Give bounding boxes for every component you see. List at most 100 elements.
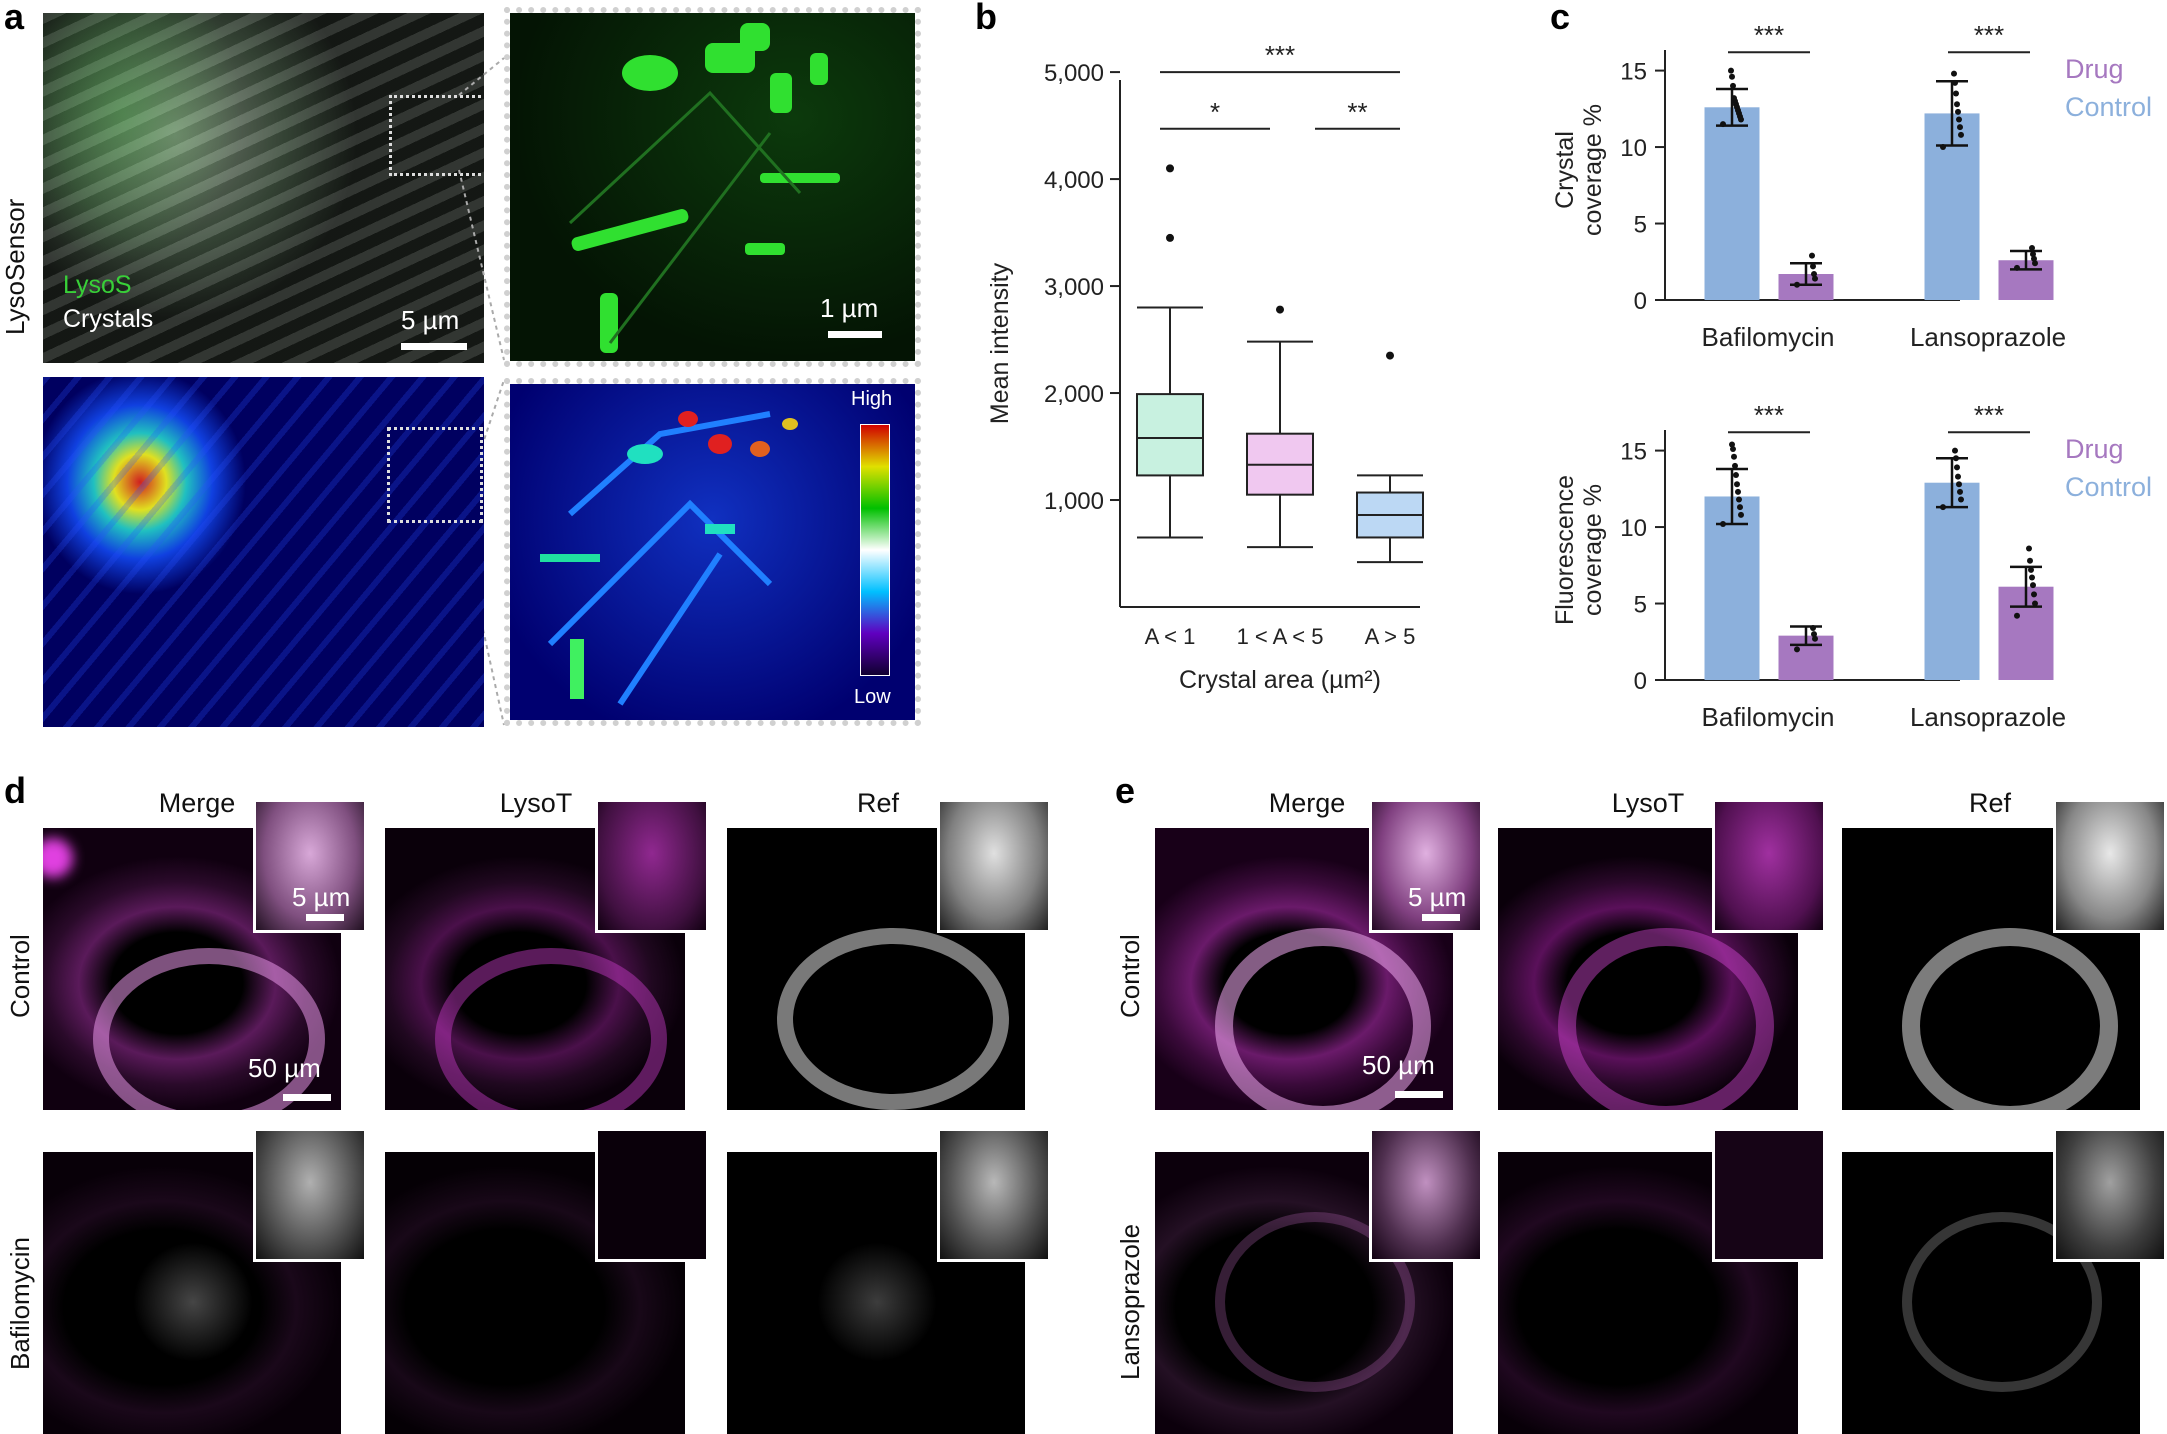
data-point xyxy=(1738,511,1744,518)
legend-control: Control xyxy=(2065,92,2152,122)
data-point xyxy=(2026,545,2032,552)
x-tick-label: A > 5 xyxy=(1365,624,1416,649)
zoom-frame xyxy=(504,7,921,367)
bar-chart-crystal-coverage: 0 5 10 15 Crystal coverage % *** *** Bafilomycin… xyxy=(1551,20,2152,352)
y-tick-label: 15 xyxy=(1620,439,1647,466)
data-point xyxy=(1730,446,1736,453)
legend-crystals: Crystals xyxy=(63,305,154,333)
col-title-merge: Merge xyxy=(158,788,236,818)
data-point xyxy=(1729,73,1735,80)
data-point xyxy=(1730,82,1736,89)
y-tick-label: 10 xyxy=(1620,135,1647,162)
heatmap-signal-shapes xyxy=(540,411,798,706)
bar-chart-fluorescence-coverage: 0 5 10 15 Fluorescence coverage % *** *** Bafilo… xyxy=(1551,400,2152,732)
bar-control xyxy=(1704,107,1760,300)
data-point xyxy=(1952,79,1958,86)
panel-letter-d: d xyxy=(4,770,26,811)
data-point xyxy=(1956,481,1962,488)
data-point xyxy=(1951,70,1957,77)
data-point xyxy=(1810,263,1816,270)
y-axis-label-line1: Fluorescence xyxy=(1551,475,1579,625)
panel-letter-b: b xyxy=(975,0,997,37)
colorbar xyxy=(860,424,890,676)
x-tick-label: 1 < A < 5 xyxy=(1237,624,1324,649)
y-tick-label: 4,000 xyxy=(1044,167,1104,194)
data-point xyxy=(1955,473,1961,480)
merge-control-inset: 5 µm xyxy=(253,799,367,933)
significance-label: *** xyxy=(1754,400,1784,430)
data-point xyxy=(2014,612,2020,619)
data-point xyxy=(1811,631,1817,638)
y-axis-label: Mean intensity xyxy=(986,262,1014,424)
y-tick-label: 1,000 xyxy=(1044,488,1104,515)
scale-label-5um: 5 µm xyxy=(1408,882,1467,912)
data-point xyxy=(2014,264,2020,271)
x-tick-label: A < 1 xyxy=(1145,624,1196,649)
data-point xyxy=(1940,504,1946,511)
scale-bar xyxy=(306,914,344,921)
lysot-lansoprazole-inset xyxy=(1712,1128,1826,1262)
ref-control-inset xyxy=(937,799,1051,933)
data-point xyxy=(1809,252,1815,259)
x-tick-label: Lansoprazole xyxy=(1910,702,2066,732)
data-point xyxy=(1735,488,1741,495)
x-tick-label: Lansoprazole xyxy=(1910,322,2066,352)
zoom-frame xyxy=(504,378,921,726)
row-label-control: Control xyxy=(5,934,35,1018)
y-tick-label: 2,000 xyxy=(1044,381,1104,408)
merge-bafilomycin-image xyxy=(43,1152,341,1434)
colorbar-low-label: Low xyxy=(854,686,891,708)
significance-label: *** xyxy=(1265,40,1295,70)
scale-label-50um: 50 µm xyxy=(1362,1050,1435,1080)
scale-bar xyxy=(1422,914,1460,921)
y-tick-label: 15 xyxy=(1620,59,1647,86)
row-label-bafilomycin: Bafilomycin xyxy=(5,1237,35,1370)
y-axis-label-line2: coverage % xyxy=(1579,104,1607,236)
data-point xyxy=(1952,447,1958,454)
panel-letter-e: e xyxy=(1115,770,1136,811)
data-point xyxy=(1954,101,1960,108)
data-point xyxy=(1810,625,1816,631)
data-point xyxy=(1720,521,1726,527)
data-point xyxy=(2030,582,2036,589)
data-point xyxy=(1731,95,1737,102)
legend-drug: Drug xyxy=(2065,54,2124,84)
data-point xyxy=(1811,271,1817,277)
merge-bafilomycin-inset xyxy=(253,1128,367,1262)
ref-lansoprazole-inset xyxy=(2053,1128,2167,1262)
ref-bafilomycin-inset xyxy=(937,1128,1051,1262)
data-point xyxy=(2030,251,2036,258)
data-point xyxy=(2031,591,2037,598)
data-point xyxy=(1955,108,1961,115)
lysot-control-image xyxy=(385,828,685,1110)
data-point xyxy=(1732,462,1738,469)
bar-control xyxy=(1704,496,1760,680)
significance-label: ** xyxy=(1347,97,1367,127)
data-point xyxy=(1956,116,1962,123)
scale-label-1um: 1 µm xyxy=(820,293,879,323)
data-point xyxy=(1794,281,1800,288)
row-label-lansoprazole: Lansoprazole xyxy=(1115,1223,1145,1380)
data-point xyxy=(1958,131,1964,138)
data-point xyxy=(2029,574,2035,581)
green-signal-shapes xyxy=(568,23,840,353)
significance-label: *** xyxy=(1974,20,2004,50)
box xyxy=(1136,393,1204,477)
boxplot-chart: 1,000 2,000 3,000 4,000 5,000 Mean intensity A… xyxy=(986,40,1424,694)
scale-label-5um: 5 µm xyxy=(292,882,351,912)
data-point xyxy=(1957,488,1963,495)
data-point xyxy=(1953,90,1959,97)
y-tick-label: 5,000 xyxy=(1044,60,1104,87)
ref-control-inset xyxy=(2053,799,2167,933)
col-title-merge: Merge xyxy=(1268,788,1346,818)
lysot-control-inset xyxy=(1712,799,1826,933)
legend-lysos: LysoS xyxy=(63,271,132,299)
legend-control: Control xyxy=(2065,472,2152,502)
lysot-bafilomycin-inset xyxy=(595,1128,709,1262)
y-tick-label: 0 xyxy=(1634,288,1647,315)
data-point xyxy=(1958,496,1964,503)
scale-bar xyxy=(401,343,467,350)
row-label-control: Control xyxy=(1115,934,1145,1018)
outlier-point xyxy=(1276,305,1284,314)
data-point xyxy=(1953,455,1959,462)
